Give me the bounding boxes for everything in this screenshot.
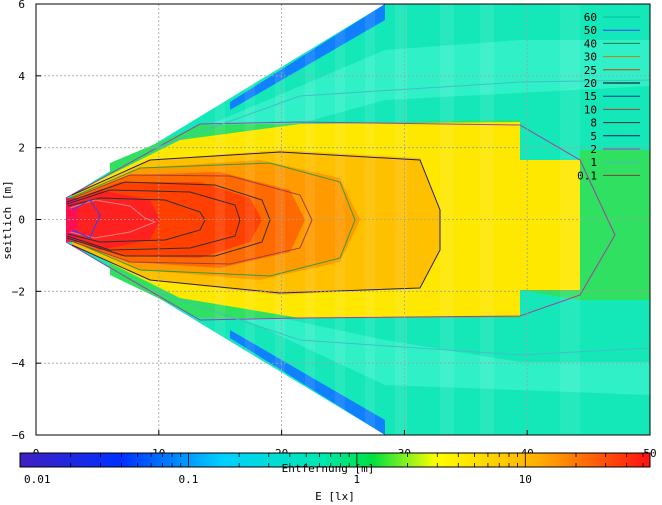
y-tick-label: 0 bbox=[18, 214, 25, 227]
contour-0.1 bbox=[65, 121, 616, 321]
colorbar-tick-labels: 0.01 0.1 1 10 bbox=[24, 473, 532, 486]
heatmap-band-blue-bottom bbox=[230, 330, 385, 435]
legend-label: 2 bbox=[590, 143, 597, 156]
heatmap-stripes bbox=[215, 4, 580, 435]
colorbar-label: E [lx] bbox=[315, 490, 355, 503]
y-axis-label: seitlich [m] bbox=[1, 180, 14, 259]
colorbar-tick-label: 1 bbox=[354, 473, 361, 486]
legend-label: 0.1 bbox=[577, 169, 597, 182]
contour-8 bbox=[67, 174, 313, 265]
colorbar-tick-label: 10 bbox=[519, 473, 532, 486]
x-axis-label: Entfernung [m] bbox=[282, 462, 375, 475]
legend-label: 25 bbox=[584, 64, 597, 77]
y-tick-label: 2 bbox=[18, 142, 25, 155]
legend-label: 20 bbox=[584, 77, 597, 90]
heatmap bbox=[65, 4, 650, 435]
legend-label: 30 bbox=[584, 51, 597, 64]
contour-10 bbox=[66, 181, 271, 257]
colorbar-minor-ticks bbox=[19, 453, 644, 467]
contour-5 bbox=[69, 162, 356, 277]
legend-label: 60 bbox=[584, 11, 597, 24]
colorbar-tick-label: 0.1 bbox=[178, 473, 198, 486]
colorbar-tick-label: 0.01 bbox=[24, 473, 51, 486]
y-tick-label: 6 bbox=[18, 0, 25, 11]
contour-50 bbox=[71, 199, 101, 239]
legend-label: 15 bbox=[584, 90, 597, 103]
contour-2 bbox=[71, 151, 441, 294]
y-tick-label: −6 bbox=[12, 429, 25, 442]
heatmap-band-blue-top bbox=[230, 4, 385, 110]
contour-1b bbox=[149, 289, 650, 356]
contour-lines bbox=[65, 79, 650, 356]
y-tick-label: 4 bbox=[18, 70, 25, 83]
heatmap-band-cyan-bottom bbox=[150, 275, 650, 395]
heatmap-band-50 bbox=[66, 190, 160, 250]
legend-label: 5 bbox=[590, 130, 597, 143]
legend-label: 50 bbox=[584, 24, 597, 37]
contour-1 bbox=[149, 79, 650, 151]
y-tick-label: −2 bbox=[12, 285, 25, 298]
legend-label: 8 bbox=[590, 117, 597, 130]
colorbar: 0.01 0.1 1 10 Entfernung [m] E [lx] bbox=[19, 452, 651, 503]
contour-30 bbox=[69, 199, 157, 239]
y-tick-labels: 6 4 2 0 −2 −4 −6 bbox=[12, 0, 41, 442]
contour-20 bbox=[67, 197, 206, 243]
contour-15 bbox=[66, 189, 241, 251]
legend-label: 40 bbox=[584, 37, 597, 50]
colorbar-gradient bbox=[20, 453, 650, 467]
legend-label: 10 bbox=[584, 103, 597, 116]
legend-label: 1 bbox=[590, 156, 597, 169]
heatmap-band-cyan-top bbox=[150, 40, 650, 165]
y-tick-label: −4 bbox=[12, 357, 26, 370]
